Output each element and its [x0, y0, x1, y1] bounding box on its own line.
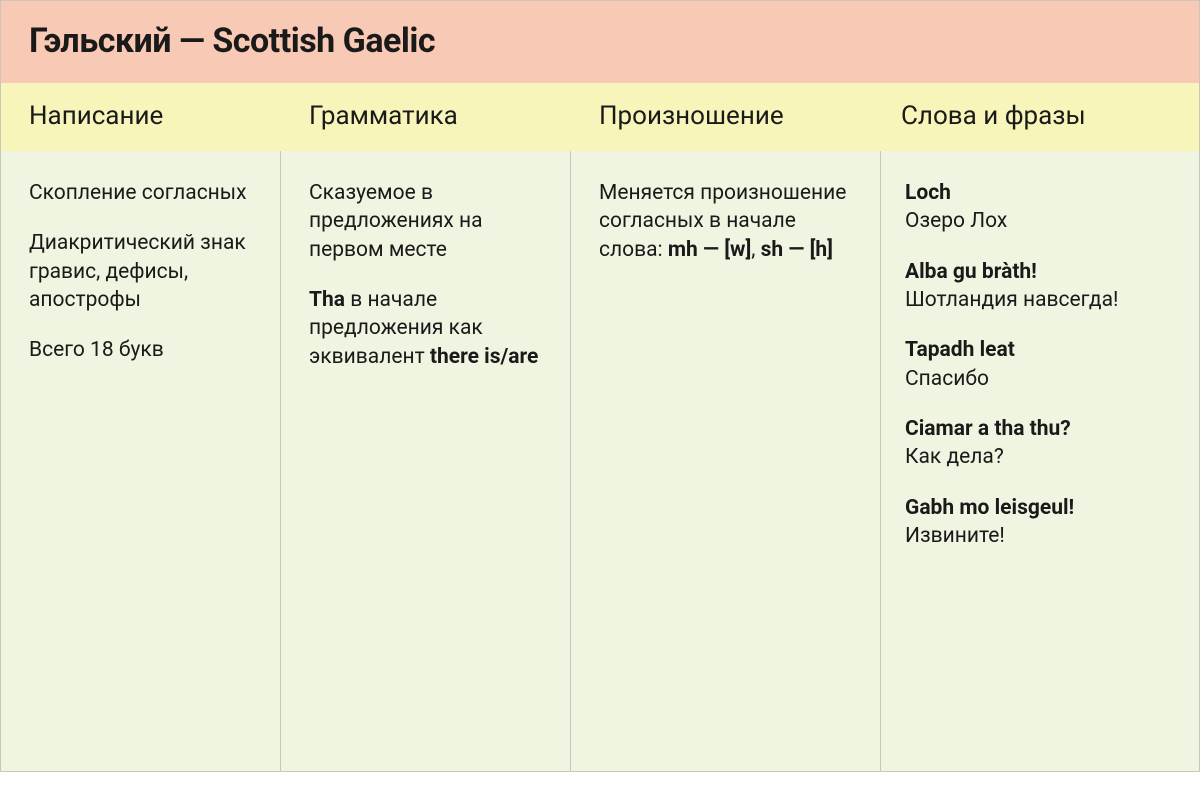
table-body-row: Скопление согласных Диакритический знак г…	[1, 151, 1199, 771]
phrase-block: LochОзеро Лох	[905, 179, 1175, 236]
phrase-gloss: Озеро Лох	[905, 207, 1175, 235]
phrase-term: Gabh mo leisgeul!	[905, 494, 1175, 522]
language-table: Гэльский — Scottish Gaelic Написание Гра…	[0, 0, 1200, 772]
phrase-block: Tapadh leatСпасибо	[905, 336, 1175, 393]
phrase-term: Loch	[905, 179, 1175, 207]
col-header-spelling: Написание	[1, 83, 281, 151]
paragraph: Tha в начале предложения как эквивалент …	[309, 286, 548, 371]
table-header-row: Написание Грамматика Произношение Слова …	[1, 83, 1199, 151]
phrase-block: Gabh mo leisgeul!Извините!	[905, 494, 1175, 551]
paragraph: Диакритический знак гравис, дефисы, апос…	[29, 229, 258, 314]
cell-pronunciation: Меняется произношение согласных в начале…	[571, 151, 881, 771]
col-header-grammar: Грамматика	[281, 83, 571, 151]
phrase-term: Alba gu bràth!	[905, 258, 1175, 286]
cell-phrases: LochОзеро Лох Alba gu bràth!Шотландия нав…	[881, 151, 1199, 771]
col-header-phrases: Слова и фразы	[881, 83, 1199, 151]
phrase-gloss: Спасибо	[905, 365, 1175, 393]
cell-grammar: Сказуемое в предложениях на первом месте…	[281, 151, 571, 771]
phrase-term: Ciamar a tha thu?	[905, 415, 1175, 443]
phrase-term: Tapadh leat	[905, 336, 1175, 364]
phrase-gloss: Шотландия навсегда!	[905, 286, 1175, 314]
phrase-block: Ciamar a tha thu?Как дела?	[905, 415, 1175, 472]
paragraph: Всего 18 букв	[29, 336, 258, 364]
phrase-gloss: Как дела?	[905, 443, 1175, 471]
paragraph: Скопление согласных	[29, 179, 258, 207]
phrase-gloss: Извините!	[905, 522, 1175, 550]
title-bar: Гэльский — Scottish Gaelic	[1, 1, 1199, 83]
phrase-block: Alba gu bràth!Шотландия навсегда!	[905, 258, 1175, 315]
paragraph: Меняется произношение согласных в начале…	[599, 179, 858, 264]
paragraph: Сказуемое в предложениях на первом месте	[309, 179, 548, 264]
page-title: Гэльский — Scottish Gaelic	[29, 21, 1171, 61]
cell-spelling: Скопление согласных Диакритический знак г…	[1, 151, 281, 771]
col-header-pronunciation: Произношение	[571, 83, 881, 151]
